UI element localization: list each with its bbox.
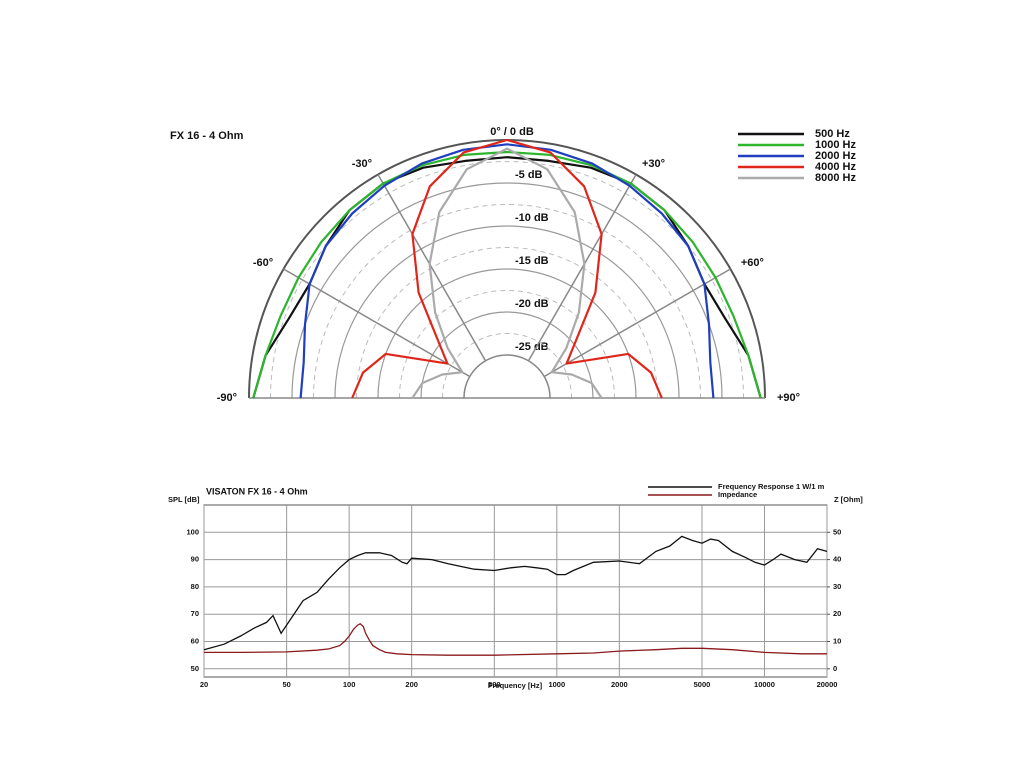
theta-tick-label: +90° xyxy=(777,392,800,404)
polar-line xyxy=(252,150,762,399)
minor-ring xyxy=(270,161,744,399)
frequency-chart: VISATON FX 16 - 4 Ohm SPL [dB] Z [Ohm] F… xyxy=(168,482,863,690)
polar-line xyxy=(411,147,603,399)
x-tick-label: 2000 xyxy=(611,680,628,689)
y-tick-label: 100 xyxy=(186,527,199,536)
legend-label: 8000 Hz xyxy=(815,172,856,184)
legend-label: 2000 Hz xyxy=(815,150,856,162)
theta-tick-label: -30° xyxy=(352,158,372,170)
spoke xyxy=(543,268,731,378)
y2-tick-label: 10 xyxy=(833,636,841,645)
spoke xyxy=(283,268,471,378)
r-tick-label: -10 dB xyxy=(515,212,549,224)
series-line xyxy=(203,535,828,651)
polar-chart: FX 16 - 4 Ohm 0° / 0 dB -5 dB -10 dB -15 dB… xyxy=(170,126,856,404)
x-tick-label: 100 xyxy=(343,680,356,689)
x-tick-label: 20 xyxy=(200,680,208,689)
r-tick-label: -20 dB xyxy=(515,298,549,310)
y-tick-label: 80 xyxy=(191,582,199,591)
x-tick-label: 50 xyxy=(282,680,290,689)
y2-tick-label: 20 xyxy=(833,609,841,618)
y-axis-label: SPL [dB] xyxy=(168,495,200,504)
theta-tick-label: -90° xyxy=(217,392,237,404)
legend-label: 1000 Hz xyxy=(815,139,856,151)
r-tick-label: 0° / 0 dB xyxy=(490,126,534,138)
x-tick-label: 20000 xyxy=(817,680,838,689)
y-tick-label: 90 xyxy=(191,555,199,564)
y2-axis-label: Z [Ohm] xyxy=(834,495,863,504)
x-tick-label: 10000 xyxy=(754,680,775,689)
x-tick-label: 1000 xyxy=(548,680,565,689)
y2-tick-label: 0 xyxy=(833,664,837,673)
legend-label: Impedance xyxy=(718,490,757,499)
y-tick-label: 70 xyxy=(191,609,199,618)
theta-tick-label: +30° xyxy=(642,158,665,170)
minor-ring xyxy=(313,204,701,399)
x-tick-label: 200 xyxy=(405,680,418,689)
y2-tick-label: 50 xyxy=(833,527,841,536)
center-hole xyxy=(463,354,551,399)
chart-title: FX 16 - 4 Ohm xyxy=(170,130,244,142)
grid-ring xyxy=(420,311,594,399)
polar-line xyxy=(299,143,715,399)
x-tick-label: 5000 xyxy=(694,680,711,689)
theta-tick-label: -60° xyxy=(253,257,273,269)
x-tick-label: 500 xyxy=(488,680,501,689)
series-line xyxy=(204,623,827,656)
legend-label: 4000 Hz xyxy=(815,161,856,173)
r-tick-label: -5 dB xyxy=(515,169,543,181)
legend-label: Frequency Response 1 W/1 m xyxy=(718,482,825,491)
legend-label: 500 Hz xyxy=(815,128,850,140)
minor-ring xyxy=(356,247,658,399)
y2-tick-label: 30 xyxy=(833,582,841,591)
y-tick-label: 60 xyxy=(191,636,199,645)
r-tick-label: -15 dB xyxy=(515,255,549,267)
grid-ring xyxy=(291,182,723,399)
chart-title: VISATON FX 16 - 4 Ohm xyxy=(206,486,308,496)
theta-tick-label: +60° xyxy=(741,257,764,269)
r-tick-label: -25 dB xyxy=(515,341,549,353)
spoke xyxy=(377,174,487,362)
grid-ring xyxy=(377,268,637,399)
y2-tick-label: 40 xyxy=(833,555,841,564)
grid-ring xyxy=(334,225,680,399)
polar-line xyxy=(351,138,663,399)
x-axis-label: Frequency [Hz] xyxy=(488,681,543,690)
y-tick-label: 50 xyxy=(191,664,199,673)
spoke xyxy=(527,174,637,362)
minor-ring xyxy=(442,333,572,399)
